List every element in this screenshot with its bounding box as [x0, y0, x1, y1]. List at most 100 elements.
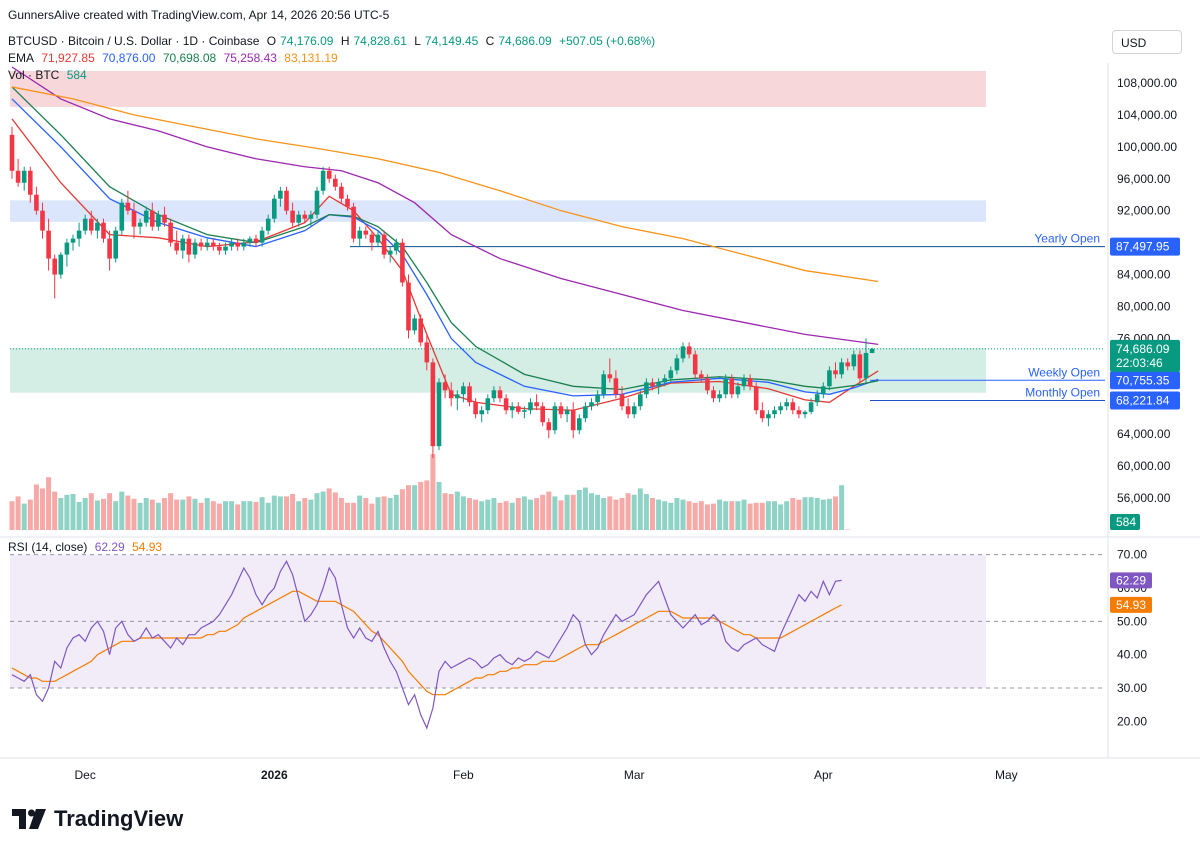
- volume-tag: [1110, 514, 1140, 530]
- candle-body: [540, 406, 545, 423]
- volume-bar: [509, 502, 515, 530]
- candle-body: [455, 394, 460, 399]
- volume-bar: [826, 498, 832, 530]
- volume-bar: [473, 499, 479, 530]
- volume-bar: [198, 502, 204, 530]
- volume-bar: [424, 480, 430, 530]
- candle-body: [656, 382, 661, 387]
- candle-body: [644, 382, 649, 395]
- candle-body: [265, 218, 271, 231]
- candle-body: [101, 222, 106, 239]
- supply-zone: [10, 70, 986, 107]
- ema-3-line: [11, 86, 879, 391]
- volume-bar: [747, 503, 753, 530]
- volume-bar: [595, 494, 601, 530]
- volume-bar: [692, 502, 698, 530]
- volume-bar: [656, 499, 662, 530]
- candle-body: [808, 402, 814, 412]
- price-tick-label: 92,000.00: [1117, 204, 1171, 218]
- volume-bar: [64, 494, 70, 530]
- candle-body: [503, 398, 509, 411]
- volume-bar: [601, 498, 607, 530]
- weekly-open-price-text: 70,755.35: [1116, 373, 1170, 387]
- candle-body: [95, 222, 100, 231]
- symbol-title[interactable]: BTCUSD · Bitcoin / U.S. Dollar · 1D · Co…: [8, 34, 260, 48]
- time-tick-label: Dec: [75, 768, 96, 782]
- price-tick-label: 108,000.00: [1117, 76, 1177, 90]
- candle-body: [735, 386, 741, 395]
- candle-body: [558, 406, 564, 415]
- candle-body: [546, 422, 552, 431]
- candle-body: [150, 210, 155, 227]
- candle-body: [589, 402, 594, 407]
- price-tick-label: 84,000.00: [1117, 268, 1171, 282]
- volume-bar: [82, 498, 88, 530]
- volume-bar: [223, 501, 228, 530]
- candle-body: [9, 134, 15, 171]
- high-label: H: [340, 34, 350, 48]
- candle-body: [424, 342, 430, 363]
- candle-body: [229, 242, 234, 247]
- volume-bar: [326, 488, 332, 530]
- volume-bar: [27, 499, 33, 530]
- tradingview-logo[interactable]: TradingView: [12, 806, 183, 832]
- candle-body: [211, 242, 216, 247]
- volume-bar: [662, 501, 668, 530]
- volume-bar: [363, 498, 369, 530]
- price-tick-label: 80,000.00: [1117, 299, 1171, 313]
- volume-bar: [717, 499, 723, 530]
- currency-selector[interactable]: USD: [1112, 30, 1182, 54]
- last-price-text: 74,686.09: [1116, 342, 1170, 356]
- low-label: L: [414, 34, 421, 48]
- volume-bar: [216, 503, 222, 530]
- monthly-open-price-tag: [1110, 391, 1180, 410]
- volume-bar: [33, 484, 39, 530]
- volume-bar: [192, 498, 198, 530]
- volume-bar: [772, 501, 777, 530]
- candle-body: [339, 186, 344, 199]
- symbol-legend[interactable]: BTCUSD · Bitcoin / U.S. Dollar · 1D · Co…: [8, 34, 659, 48]
- ema-4-line: [11, 66, 879, 345]
- volume-bar: [357, 495, 363, 530]
- price-tick-label: 56,000.00: [1117, 491, 1171, 505]
- volume-bar: [735, 501, 741, 530]
- candle-body: [845, 362, 850, 367]
- ema-5-line: [11, 86, 879, 283]
- volume-bar: [143, 498, 149, 530]
- candle-body: [296, 214, 301, 223]
- volume-bar: [345, 502, 350, 530]
- volume-bar: [21, 503, 27, 530]
- volume-bar: [564, 494, 570, 530]
- candle-body: [284, 190, 289, 211]
- volume-bar: [613, 499, 619, 530]
- volume-bar: [375, 497, 381, 530]
- rsi-label: RSI (14, close): [8, 540, 88, 554]
- candle-body: [70, 238, 76, 243]
- close-label: C: [485, 34, 495, 48]
- candle-body: [387, 250, 393, 255]
- candle-body: [235, 242, 240, 247]
- candle-body: [485, 398, 491, 411]
- open-value: 74,176.09: [280, 34, 334, 48]
- volume-bar: [552, 496, 558, 530]
- rsi-value: 62.29: [94, 540, 125, 554]
- volume-bar: [290, 494, 296, 530]
- rsi-legend[interactable]: RSI (14, close) 62.29 54.93: [8, 540, 166, 554]
- candle-body: [699, 374, 704, 379]
- ema-legend[interactable]: EMA 71,927.85 70,876.00 70,698.08 75,258…: [8, 51, 342, 65]
- rsi-ma-value: 54.93: [132, 540, 163, 554]
- candle-body: [631, 406, 637, 415]
- volume-bar: [393, 494, 399, 530]
- volume-legend[interactable]: Vol · BTC 584: [8, 68, 91, 82]
- candle-body: [595, 394, 600, 403]
- rsi-ma-line: [11, 590, 842, 696]
- candle-body: [772, 410, 777, 415]
- candle-body: [247, 238, 253, 243]
- candle-body: [381, 234, 387, 255]
- candle-body: [784, 402, 789, 407]
- candle-body: [406, 282, 411, 331]
- volume-bar: [332, 492, 338, 530]
- volume-bar: [515, 498, 521, 530]
- volume-bar: [369, 503, 375, 530]
- candle-body: [412, 318, 417, 331]
